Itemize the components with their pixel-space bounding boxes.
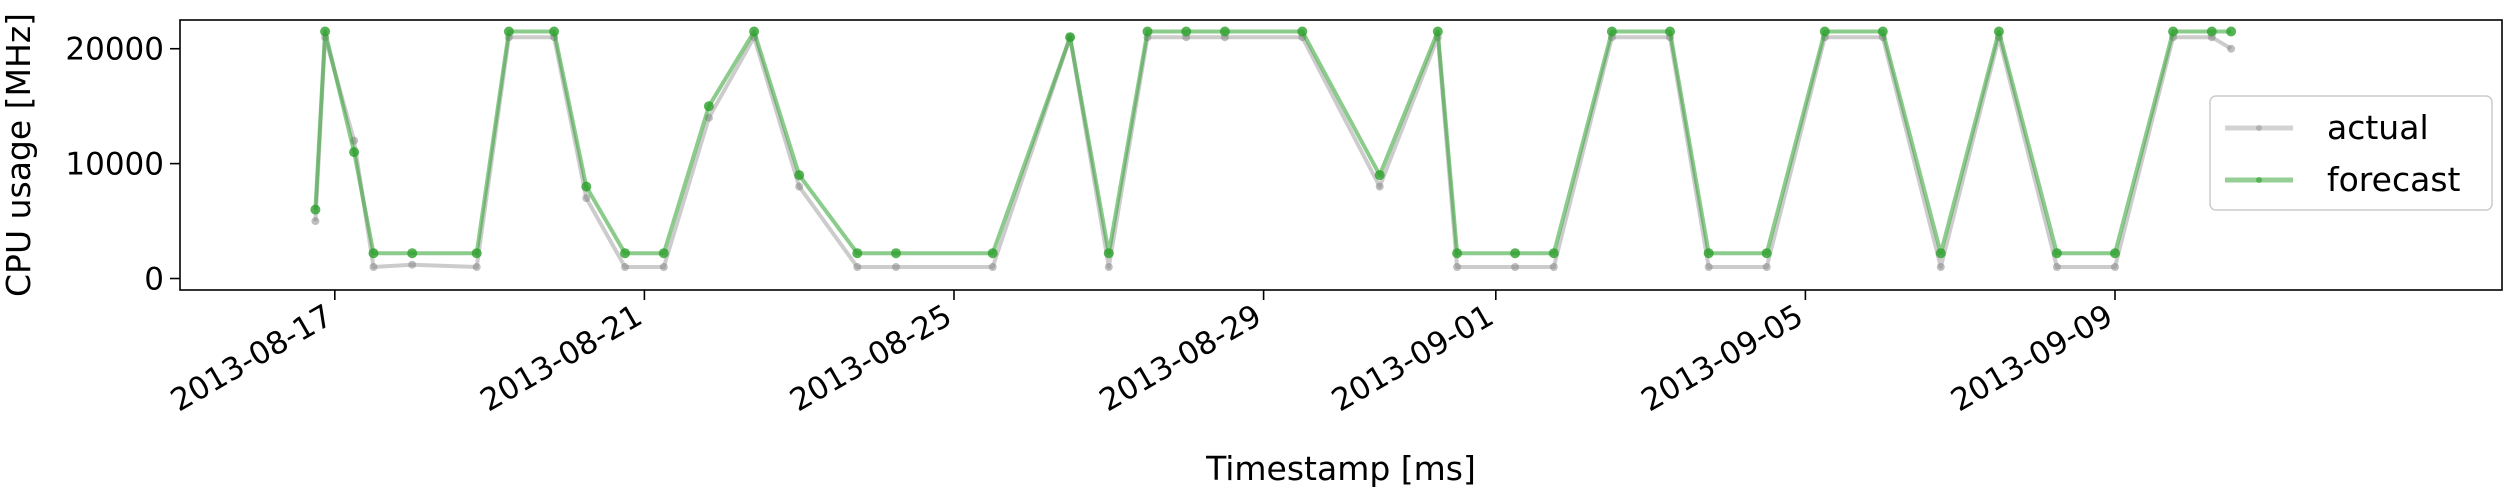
data-point-forecast (891, 248, 901, 259)
data-point-actual (659, 263, 668, 271)
y-axis-label: CPU usage [MHz] (0, 13, 38, 297)
plot-area (179, 19, 2503, 291)
data-point-forecast (320, 26, 331, 37)
data-point-forecast (1142, 26, 1153, 37)
y-tick-label: 20000 (65, 32, 164, 68)
data-point-forecast (1452, 248, 1463, 259)
data-point-actual (1704, 263, 1713, 271)
x-tick-label: 2013-09-09 (1945, 298, 2119, 419)
x-axis-ticks: 2013-08-17 2013-08-21 2013-08-25 2013-08-29… (165, 290, 2119, 419)
data-point-forecast (1935, 248, 1946, 259)
data-point-actual (2111, 263, 2119, 271)
data-point-forecast (1432, 26, 1443, 37)
data-point-forecast (987, 248, 998, 259)
data-point-forecast (794, 170, 805, 181)
data-point-forecast (1993, 26, 2004, 37)
data-point-actual (621, 263, 629, 271)
data-point-actual (1453, 263, 1462, 271)
data-point-actual (1762, 263, 1771, 271)
data-point-forecast (2206, 26, 2217, 37)
data-point-actual (472, 263, 481, 271)
y-tick-label: 0 (144, 262, 164, 298)
series-layer (310, 26, 2237, 271)
data-point-forecast (658, 248, 669, 259)
data-point-forecast (1761, 248, 1772, 259)
data-point-forecast (2110, 248, 2120, 259)
x-tick-label: 2013-08-17 (165, 298, 339, 419)
data-point-forecast (1606, 26, 1617, 37)
data-point-actual (1936, 263, 1945, 271)
data-point-actual (1511, 263, 1520, 271)
data-point-forecast (1510, 248, 1521, 259)
data-point-forecast (2051, 248, 2062, 259)
data-point-forecast (1065, 32, 1076, 43)
y-tick-label: 10000 (65, 147, 164, 183)
x-tick-label: 2013-09-01 (1326, 298, 1500, 419)
data-point-actual (369, 263, 378, 271)
data-point-forecast (310, 204, 321, 215)
legend-actual-marker (2256, 125, 2262, 131)
data-point-forecast (1665, 26, 1675, 37)
data-point-forecast (1374, 170, 1385, 181)
legend-actual-label: actual (2327, 108, 2429, 147)
x-tick-label: 2013-08-29 (1094, 298, 1268, 419)
data-point-forecast (1548, 248, 1559, 259)
data-point-forecast (703, 101, 714, 112)
data-point-forecast (581, 181, 592, 192)
data-point-forecast (549, 26, 560, 37)
x-tick-label: 2013-08-21 (474, 298, 648, 419)
data-point-forecast (2168, 26, 2179, 37)
data-point-forecast (2226, 26, 2237, 37)
x-tick-label: 2013-08-25 (784, 298, 958, 419)
data-point-forecast (620, 248, 630, 259)
data-point-forecast (471, 248, 482, 259)
data-point-forecast (1703, 248, 1714, 259)
data-point-actual (582, 194, 591, 203)
data-point-actual (311, 217, 320, 226)
data-point-forecast (1181, 26, 1192, 37)
data-point-forecast (852, 248, 863, 259)
data-point-forecast (1877, 26, 1888, 37)
y-axis-ticks: 0 10000 20000 (65, 32, 180, 298)
data-point-actual (1549, 263, 1558, 271)
x-axis-label: Timestamp [ms] (1205, 449, 1476, 488)
data-point-actual (408, 260, 417, 269)
x-tick-label: 2013-09-05 (1635, 298, 1809, 419)
data-point-forecast (407, 248, 418, 259)
data-point-actual (892, 263, 900, 271)
data-point-actual (795, 182, 804, 191)
data-point-actual (2052, 263, 2061, 271)
data-point-forecast (1103, 248, 1114, 259)
data-point-forecast (368, 248, 379, 259)
data-point-forecast (349, 147, 360, 158)
data-point-forecast (749, 26, 760, 37)
data-point-actual (1104, 263, 1113, 271)
data-point-forecast (1297, 26, 1308, 37)
data-point-forecast (1219, 26, 1230, 37)
data-point-actual (988, 263, 997, 271)
data-point-forecast (503, 26, 514, 37)
legend-forecast-label: forecast (2327, 160, 2461, 199)
data-point-actual (853, 263, 862, 271)
data-point-actual (1375, 182, 1384, 191)
data-point-actual (2227, 44, 2236, 53)
legend: actual forecast (2209, 95, 2493, 211)
data-point-forecast (1819, 26, 1830, 37)
legend-forecast-marker (2256, 177, 2262, 183)
series-forecast (310, 26, 2237, 259)
